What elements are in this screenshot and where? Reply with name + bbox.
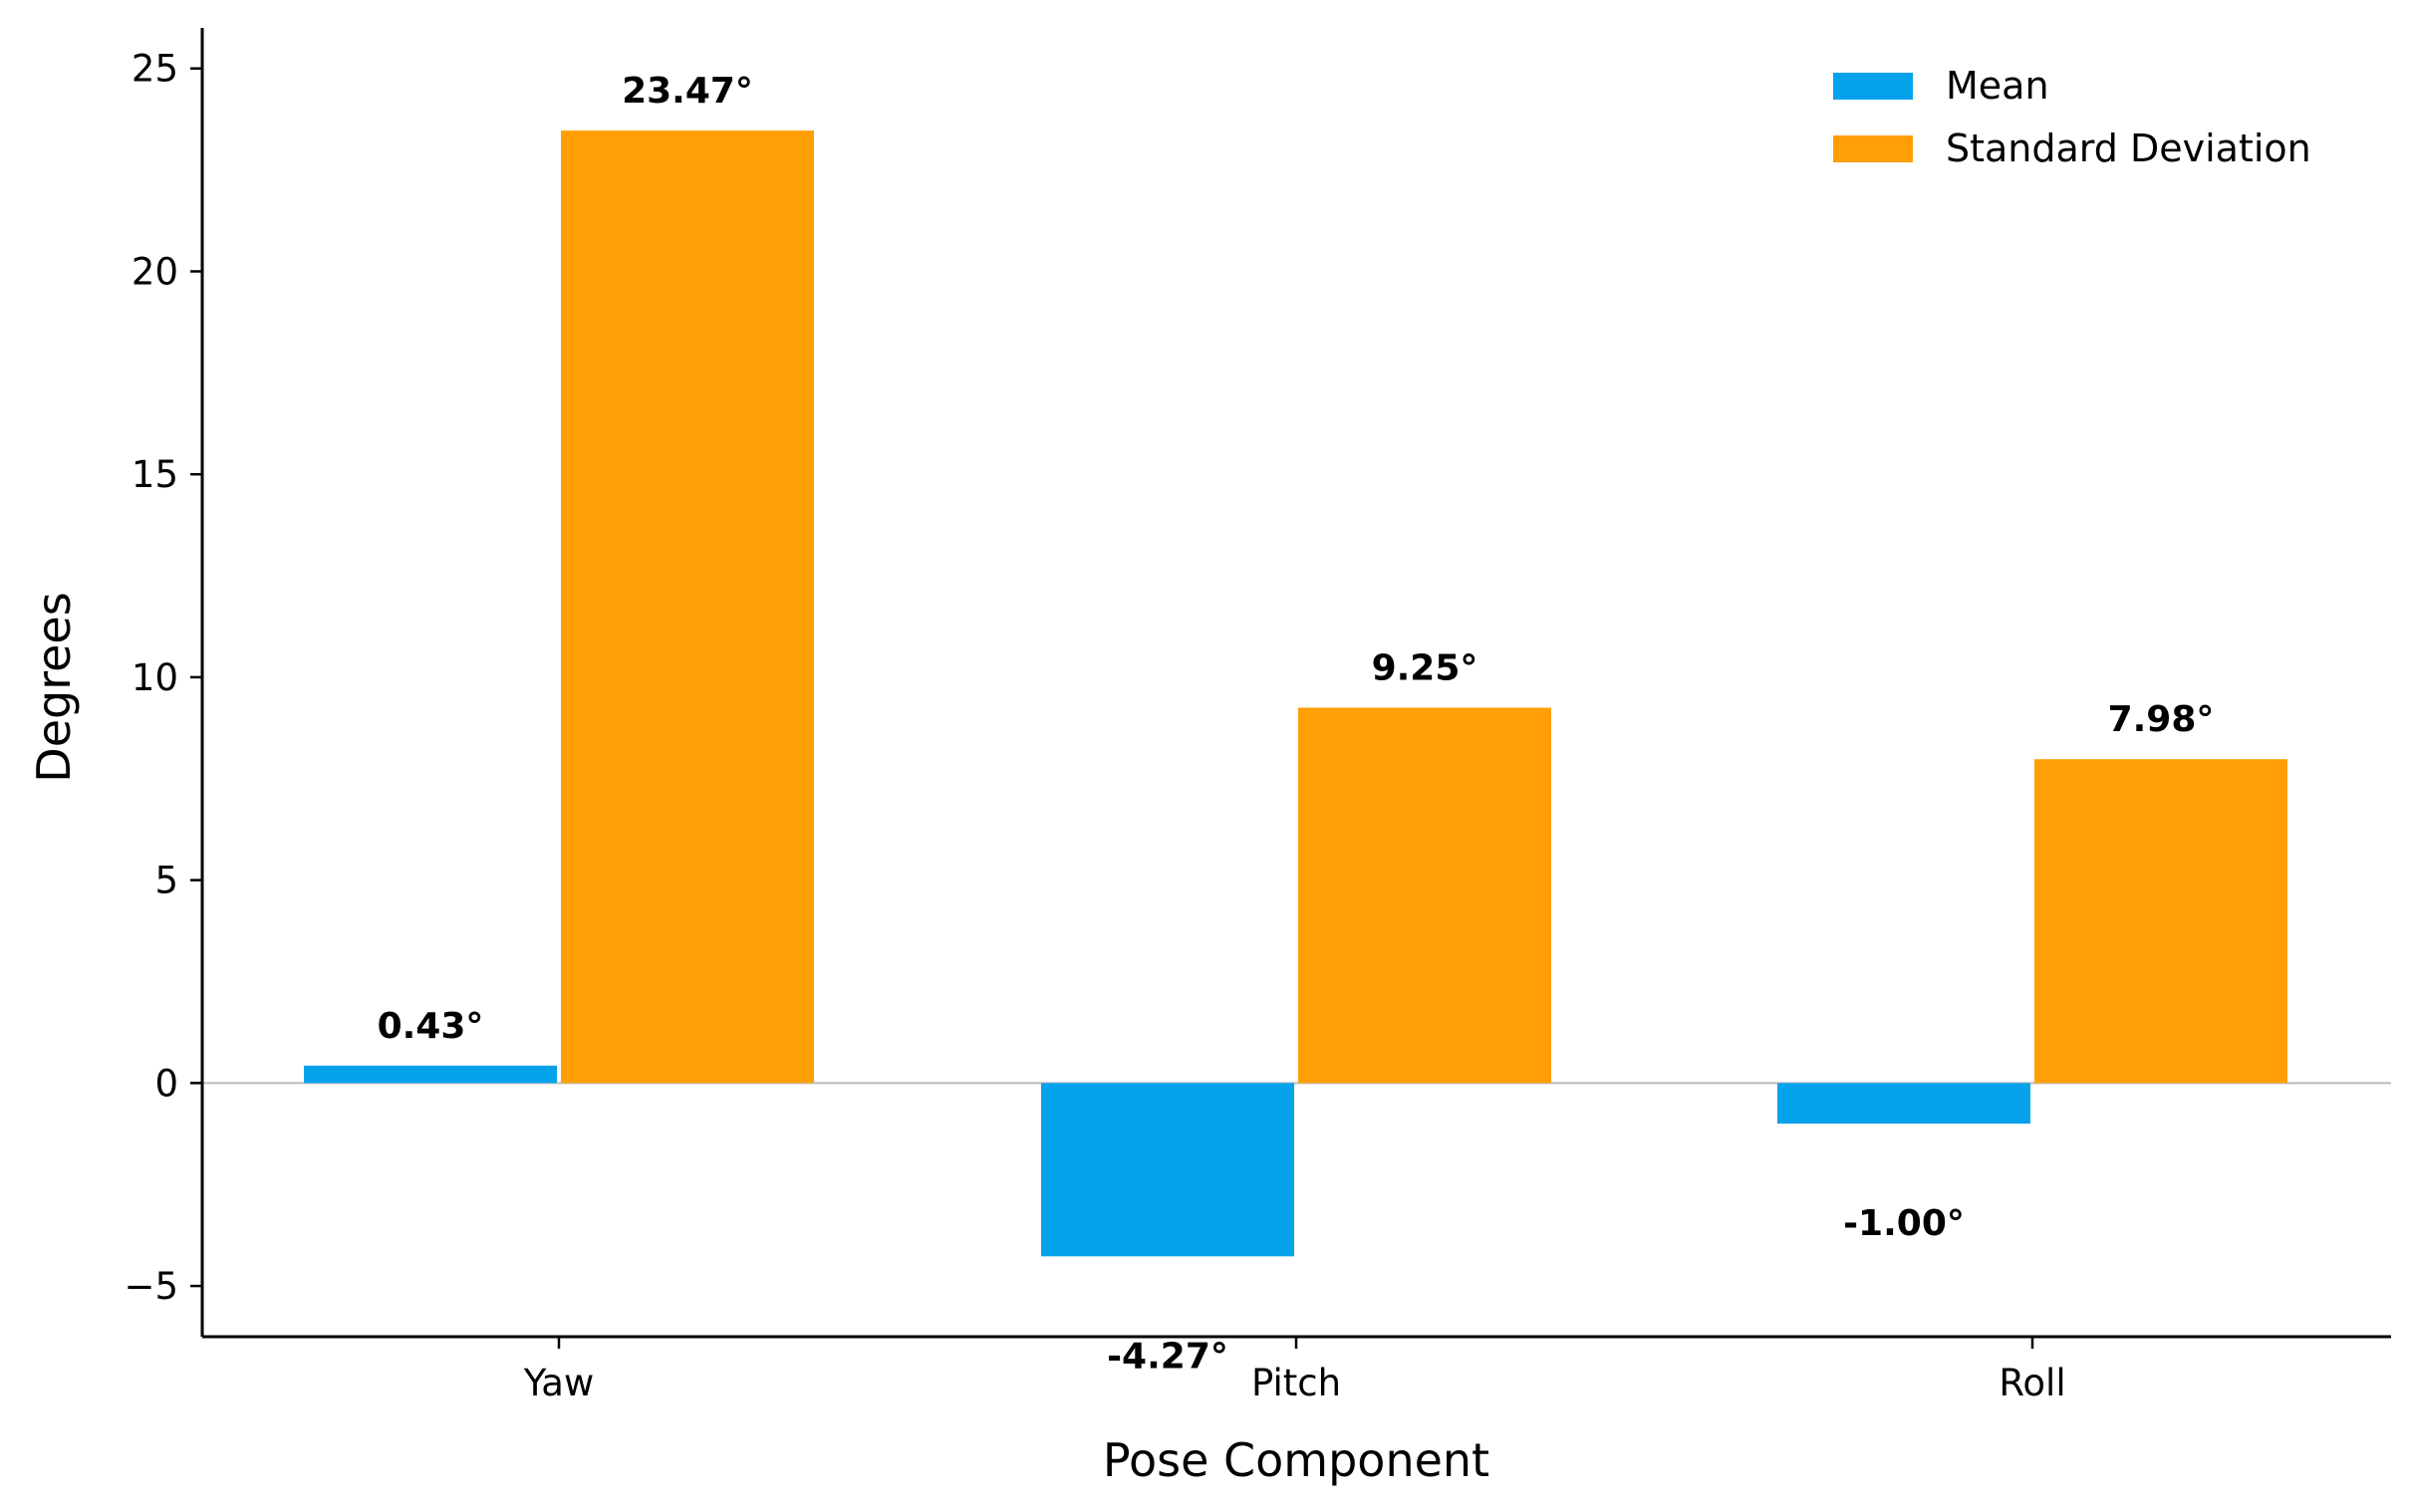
- y-ticks-layer: −5 0 5 10 15 20 25: [124, 48, 202, 1308]
- x-tick-label-pitch: Pitch: [1251, 1362, 1341, 1404]
- x-tick-label-roll: Roll: [1999, 1362, 2065, 1404]
- legend-swatch-mean: [1833, 73, 1913, 100]
- y-tick-label: 5: [154, 860, 178, 902]
- x-ticks-layer: Yaw Pitch Roll: [523, 1337, 2066, 1404]
- bar-standard-deviation-roll: [2034, 759, 2287, 1084]
- y-tick-label: 10: [132, 656, 178, 699]
- legend-swatch-standard-deviation: [1833, 135, 1913, 162]
- axes-layer: [200, 28, 2391, 1339]
- legend-label-mean: Mean: [1946, 64, 2049, 108]
- legend: Mean Standard Deviation: [1833, 64, 2311, 170]
- bar-standard-deviation-yaw: [561, 130, 814, 1084]
- legend-label-standard-deviation: Standard Deviation: [1946, 126, 2311, 170]
- bar-standard-deviation-pitch: [1298, 707, 1551, 1084]
- data-label-mean-roll: -1.00°: [1843, 1203, 1965, 1244]
- x-tick-label-yaw: Yaw: [523, 1362, 594, 1404]
- data-label-standard-deviation-yaw: 23.47°: [622, 71, 753, 112]
- data-label-standard-deviation-pitch: 9.25°: [1372, 647, 1478, 688]
- bar-mean-pitch: [1041, 1083, 1294, 1257]
- data-label-mean-pitch: -4.27°: [1107, 1336, 1228, 1377]
- bar-mean-roll: [1777, 1083, 2030, 1125]
- x-axis-title: Pose Component: [1103, 1433, 1489, 1487]
- data-label-mean-yaw: 0.43°: [378, 1006, 484, 1047]
- y-tick-label: −5: [124, 1265, 178, 1308]
- data-label-standard-deviation-roll: 7.98°: [2108, 699, 2215, 740]
- data-labels-layer: 0.43° -4.27° -1.00° 23.47° 9.25° 7.98°: [378, 71, 2215, 1377]
- bars-layer: [304, 130, 2287, 1257]
- y-tick-label: 0: [154, 1062, 178, 1105]
- y-tick-label: 25: [132, 48, 178, 91]
- y-axis-title: Degrees: [27, 592, 81, 782]
- y-tick-label: 20: [132, 250, 178, 293]
- y-tick-label: 15: [132, 453, 178, 496]
- bar-mean-yaw: [304, 1065, 557, 1084]
